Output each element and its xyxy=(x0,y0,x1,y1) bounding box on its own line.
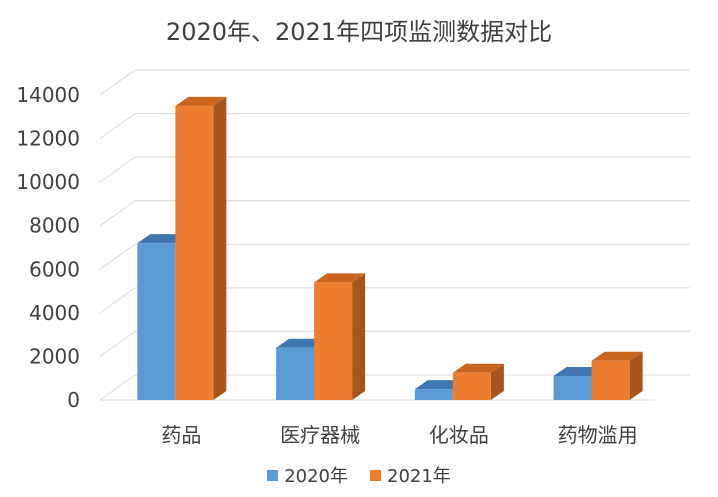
legend-label-2020: 2020年 xyxy=(284,466,348,487)
legend-label-2021: 2021年 xyxy=(387,466,451,487)
bar xyxy=(452,372,491,400)
bar-side xyxy=(490,363,504,400)
y-tick-label: 4000 xyxy=(29,301,80,325)
legend-item-2021[interactable]: 2021年 xyxy=(370,462,451,488)
legend-swatch-2020 xyxy=(267,469,279,481)
bar-side xyxy=(629,351,643,400)
y-tick-label: 14000 xyxy=(16,83,80,107)
x-tick-label: 化妆品 xyxy=(429,423,489,447)
bar-side xyxy=(352,273,366,400)
bar xyxy=(314,282,353,400)
legend: 2020年 2021年 xyxy=(0,462,718,488)
legend-swatch-2021 xyxy=(370,469,381,481)
gridline-side xyxy=(99,200,136,227)
bar-top xyxy=(314,273,366,283)
bar xyxy=(591,360,630,400)
bar xyxy=(553,376,592,400)
bar xyxy=(137,243,176,400)
bar-top xyxy=(175,96,227,106)
bar-side xyxy=(213,96,227,401)
gridline-side xyxy=(99,331,136,357)
y-tick-label: 8000 xyxy=(29,214,80,238)
bar xyxy=(175,105,214,401)
gridline-side xyxy=(99,113,136,139)
gridline-side xyxy=(99,156,136,183)
y-tick-label: 10000 xyxy=(16,170,80,194)
gridline-side xyxy=(99,243,136,270)
gridline-side xyxy=(99,287,136,314)
y-tick-label: 6000 xyxy=(29,257,80,281)
bar-top xyxy=(591,351,643,361)
x-tick-label: 药物滥用 xyxy=(558,423,638,447)
x-tick-label: 药品 xyxy=(161,423,201,447)
legend-item-2020[interactable]: 2020年 xyxy=(267,462,348,488)
y-tick-label: 12000 xyxy=(16,127,80,151)
y-tick-label: 2000 xyxy=(29,344,80,368)
gridline-side xyxy=(99,374,136,401)
x-tick-label: 医疗器械 xyxy=(280,423,360,447)
gridline-side xyxy=(99,69,136,96)
chart-title: 2020年、2021年四项监测数据对比 xyxy=(165,18,553,46)
bar-top xyxy=(452,363,504,373)
bar xyxy=(414,389,453,400)
bar xyxy=(276,347,315,400)
y-tick-label: 0 xyxy=(67,388,80,412)
